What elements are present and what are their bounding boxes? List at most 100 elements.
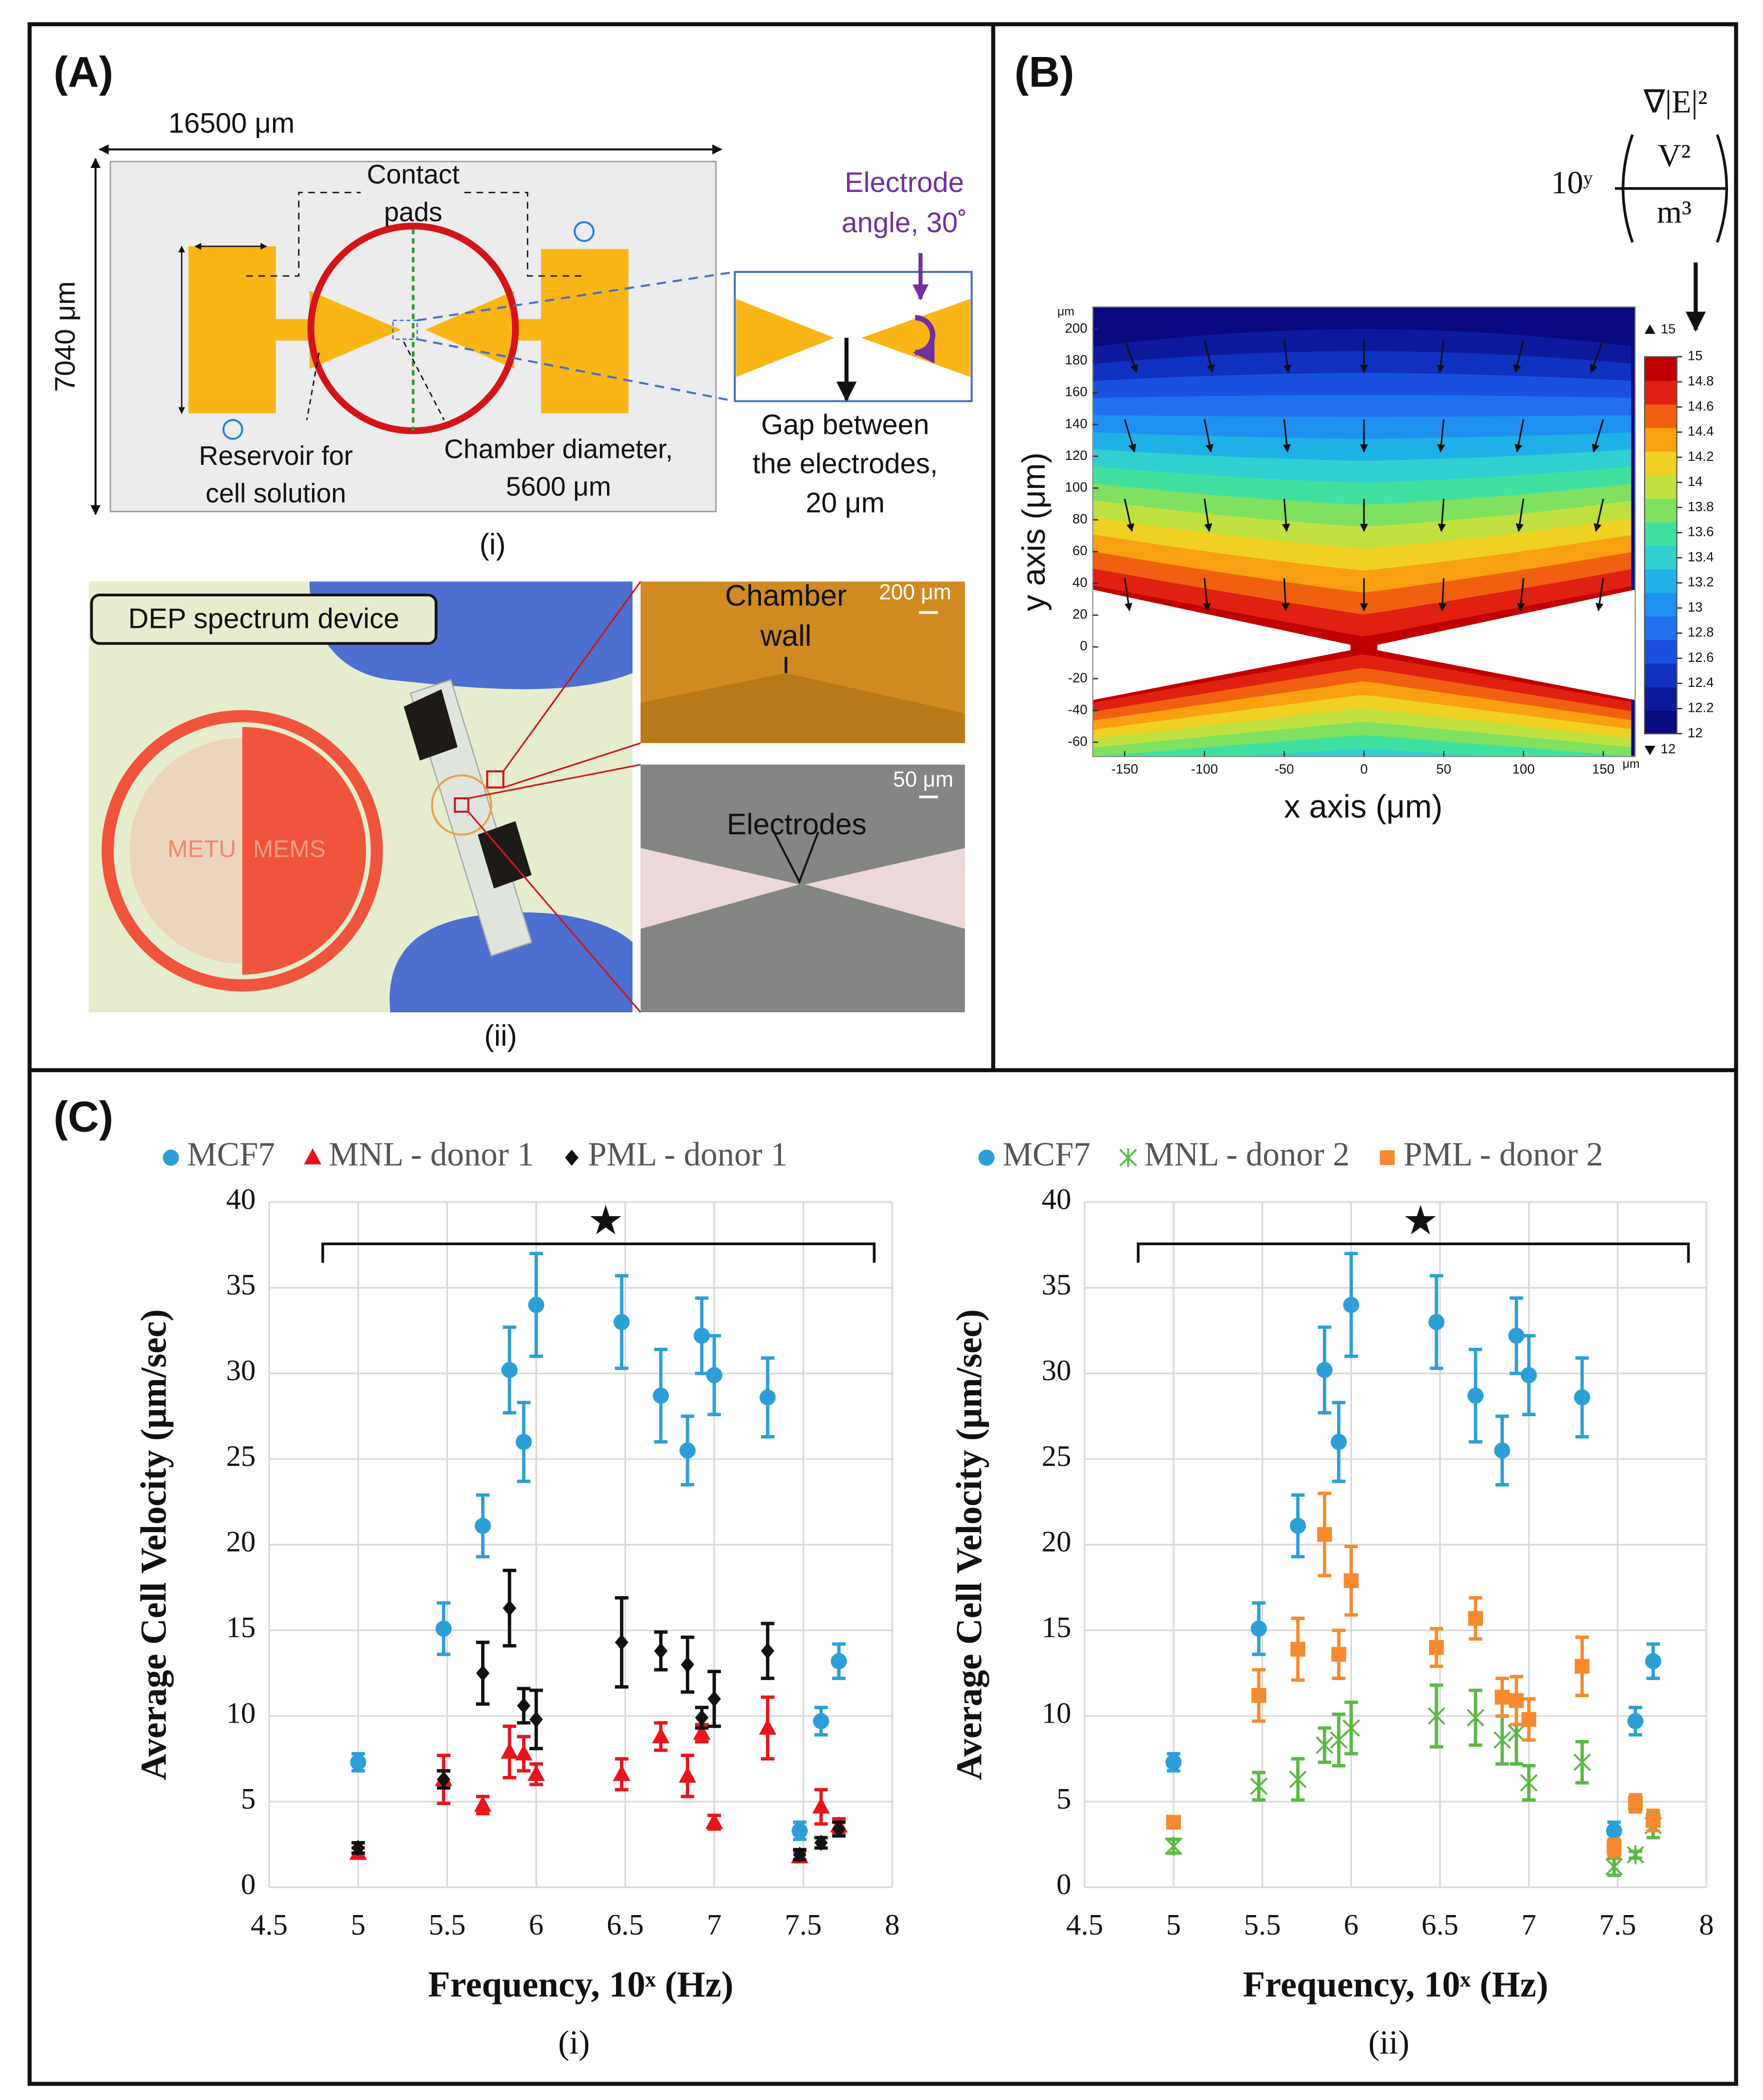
point: [1606, 1840, 1622, 1856]
x-tick-label: 7: [1522, 1908, 1536, 1941]
point: [1343, 1297, 1360, 1313]
y-tick-label: 35: [1042, 1268, 1071, 1301]
label: 13.6: [1688, 524, 1714, 539]
point: [517, 1698, 530, 1714]
label: -150: [1111, 761, 1138, 776]
point: [652, 1727, 670, 1744]
colorbar-cell: [1644, 521, 1677, 546]
label: 80: [1072, 511, 1088, 526]
schematic: [90, 144, 973, 515]
device-chamber: [430, 774, 492, 836]
label: y axis (μm): [1016, 452, 1052, 611]
colorbar-cell: [1644, 592, 1677, 617]
point: [1605, 1857, 1623, 1877]
electrodes: [188, 246, 628, 413]
colorbar-cell: [1644, 498, 1677, 522]
point: [1508, 1724, 1526, 1743]
x-axis-label: Frequency, 10ˣ (Hz): [428, 1964, 734, 2005]
field-arrow: [1282, 498, 1290, 532]
point: [1164, 1837, 1182, 1856]
label: MEMS: [253, 836, 326, 863]
label: 40: [1072, 575, 1088, 590]
point: [1342, 1718, 1360, 1738]
label: 16500 μm: [168, 107, 294, 138]
legend-marker: [1119, 1148, 1137, 1167]
label: 12.8: [1688, 625, 1714, 640]
point: [1344, 1573, 1359, 1588]
label: angle, 30˚: [842, 207, 967, 238]
label: 0: [1360, 761, 1368, 776]
y-tick-label: 30: [1042, 1354, 1071, 1387]
point: [476, 1665, 490, 1682]
label: 12.4: [1688, 675, 1714, 690]
point: [708, 1691, 721, 1707]
x-tick-label: 5: [351, 1908, 366, 1941]
field-arrow: [1516, 498, 1524, 532]
label: 50 μm: [893, 767, 954, 791]
point: [1573, 1753, 1591, 1772]
label: Chamber: [725, 578, 847, 612]
colorbar-cell: [1644, 686, 1677, 711]
point: [501, 1362, 518, 1378]
colorbar-cell: [1644, 663, 1677, 687]
x-tick-label: 4.5: [250, 1908, 288, 1941]
point: [1494, 1690, 1510, 1705]
label: cell solution: [206, 478, 346, 508]
point: [1467, 1387, 1484, 1404]
point: [1468, 1611, 1483, 1626]
label: 140: [1065, 416, 1088, 431]
label: 0: [1080, 638, 1088, 653]
point: [1508, 1327, 1524, 1344]
subtitle: (ii): [1368, 2024, 1410, 2062]
point: [1574, 1389, 1590, 1406]
point: [705, 1813, 723, 1829]
x-tick-label: 8: [885, 1908, 900, 1941]
point: [1165, 1754, 1182, 1771]
point: [474, 1796, 492, 1812]
field-arrow: [1124, 498, 1134, 532]
point: [654, 1643, 668, 1659]
label: -20: [1068, 670, 1088, 685]
point: [832, 1821, 846, 1838]
x-tick-label: 6: [529, 1908, 544, 1941]
label: METU: [168, 836, 236, 863]
colorbar-title: 10ʸ: [1551, 164, 1593, 200]
point: [1493, 1730, 1511, 1750]
y-tick-label: 0: [241, 1868, 256, 1901]
legend-label: PML - donor 2: [1404, 1135, 1603, 1173]
point: [1316, 1736, 1334, 1755]
point: [1250, 1777, 1268, 1796]
label: 14.2: [1688, 449, 1714, 464]
label: pads: [384, 197, 442, 227]
y-axis-label: Average Cell Velocity (μm/sec): [949, 1309, 990, 1780]
point: [1627, 1713, 1644, 1730]
colorbar-frame: [1644, 356, 1678, 734]
inset-electrodes: [736, 298, 970, 377]
colorbar-cell: [1644, 710, 1677, 735]
legend-label: MCF7: [187, 1135, 275, 1173]
colorbar-cell: [1644, 545, 1677, 570]
legend-marker: [1380, 1150, 1395, 1165]
x-tick-label: 5.5: [428, 1908, 466, 1941]
label: 12: [1660, 741, 1676, 756]
colorbar-title: ∇|E|²: [1643, 83, 1708, 119]
min-marker: [1644, 745, 1656, 755]
colorbar-cell: [1644, 639, 1677, 664]
label: 180: [1065, 352, 1088, 367]
x-tick-label: 7: [707, 1908, 722, 1941]
glove: [390, 912, 633, 1013]
point: [678, 1766, 696, 1783]
zoom-box: [486, 770, 504, 789]
field-gap: [1092, 589, 1636, 700]
label: x axis (μm): [1284, 789, 1442, 825]
colorbar-cell: [1644, 403, 1677, 428]
colorbar-decor: [1614, 134, 1728, 332]
label: 13.8: [1688, 499, 1714, 514]
field-arrow: [1283, 339, 1292, 373]
label: 5600 μm: [506, 472, 612, 502]
x-tick-label: 7.5: [1599, 1908, 1636, 1941]
legend-marker: [304, 1148, 322, 1165]
y-tick-label: 20: [1042, 1525, 1071, 1558]
field-arrow: [1437, 419, 1446, 453]
